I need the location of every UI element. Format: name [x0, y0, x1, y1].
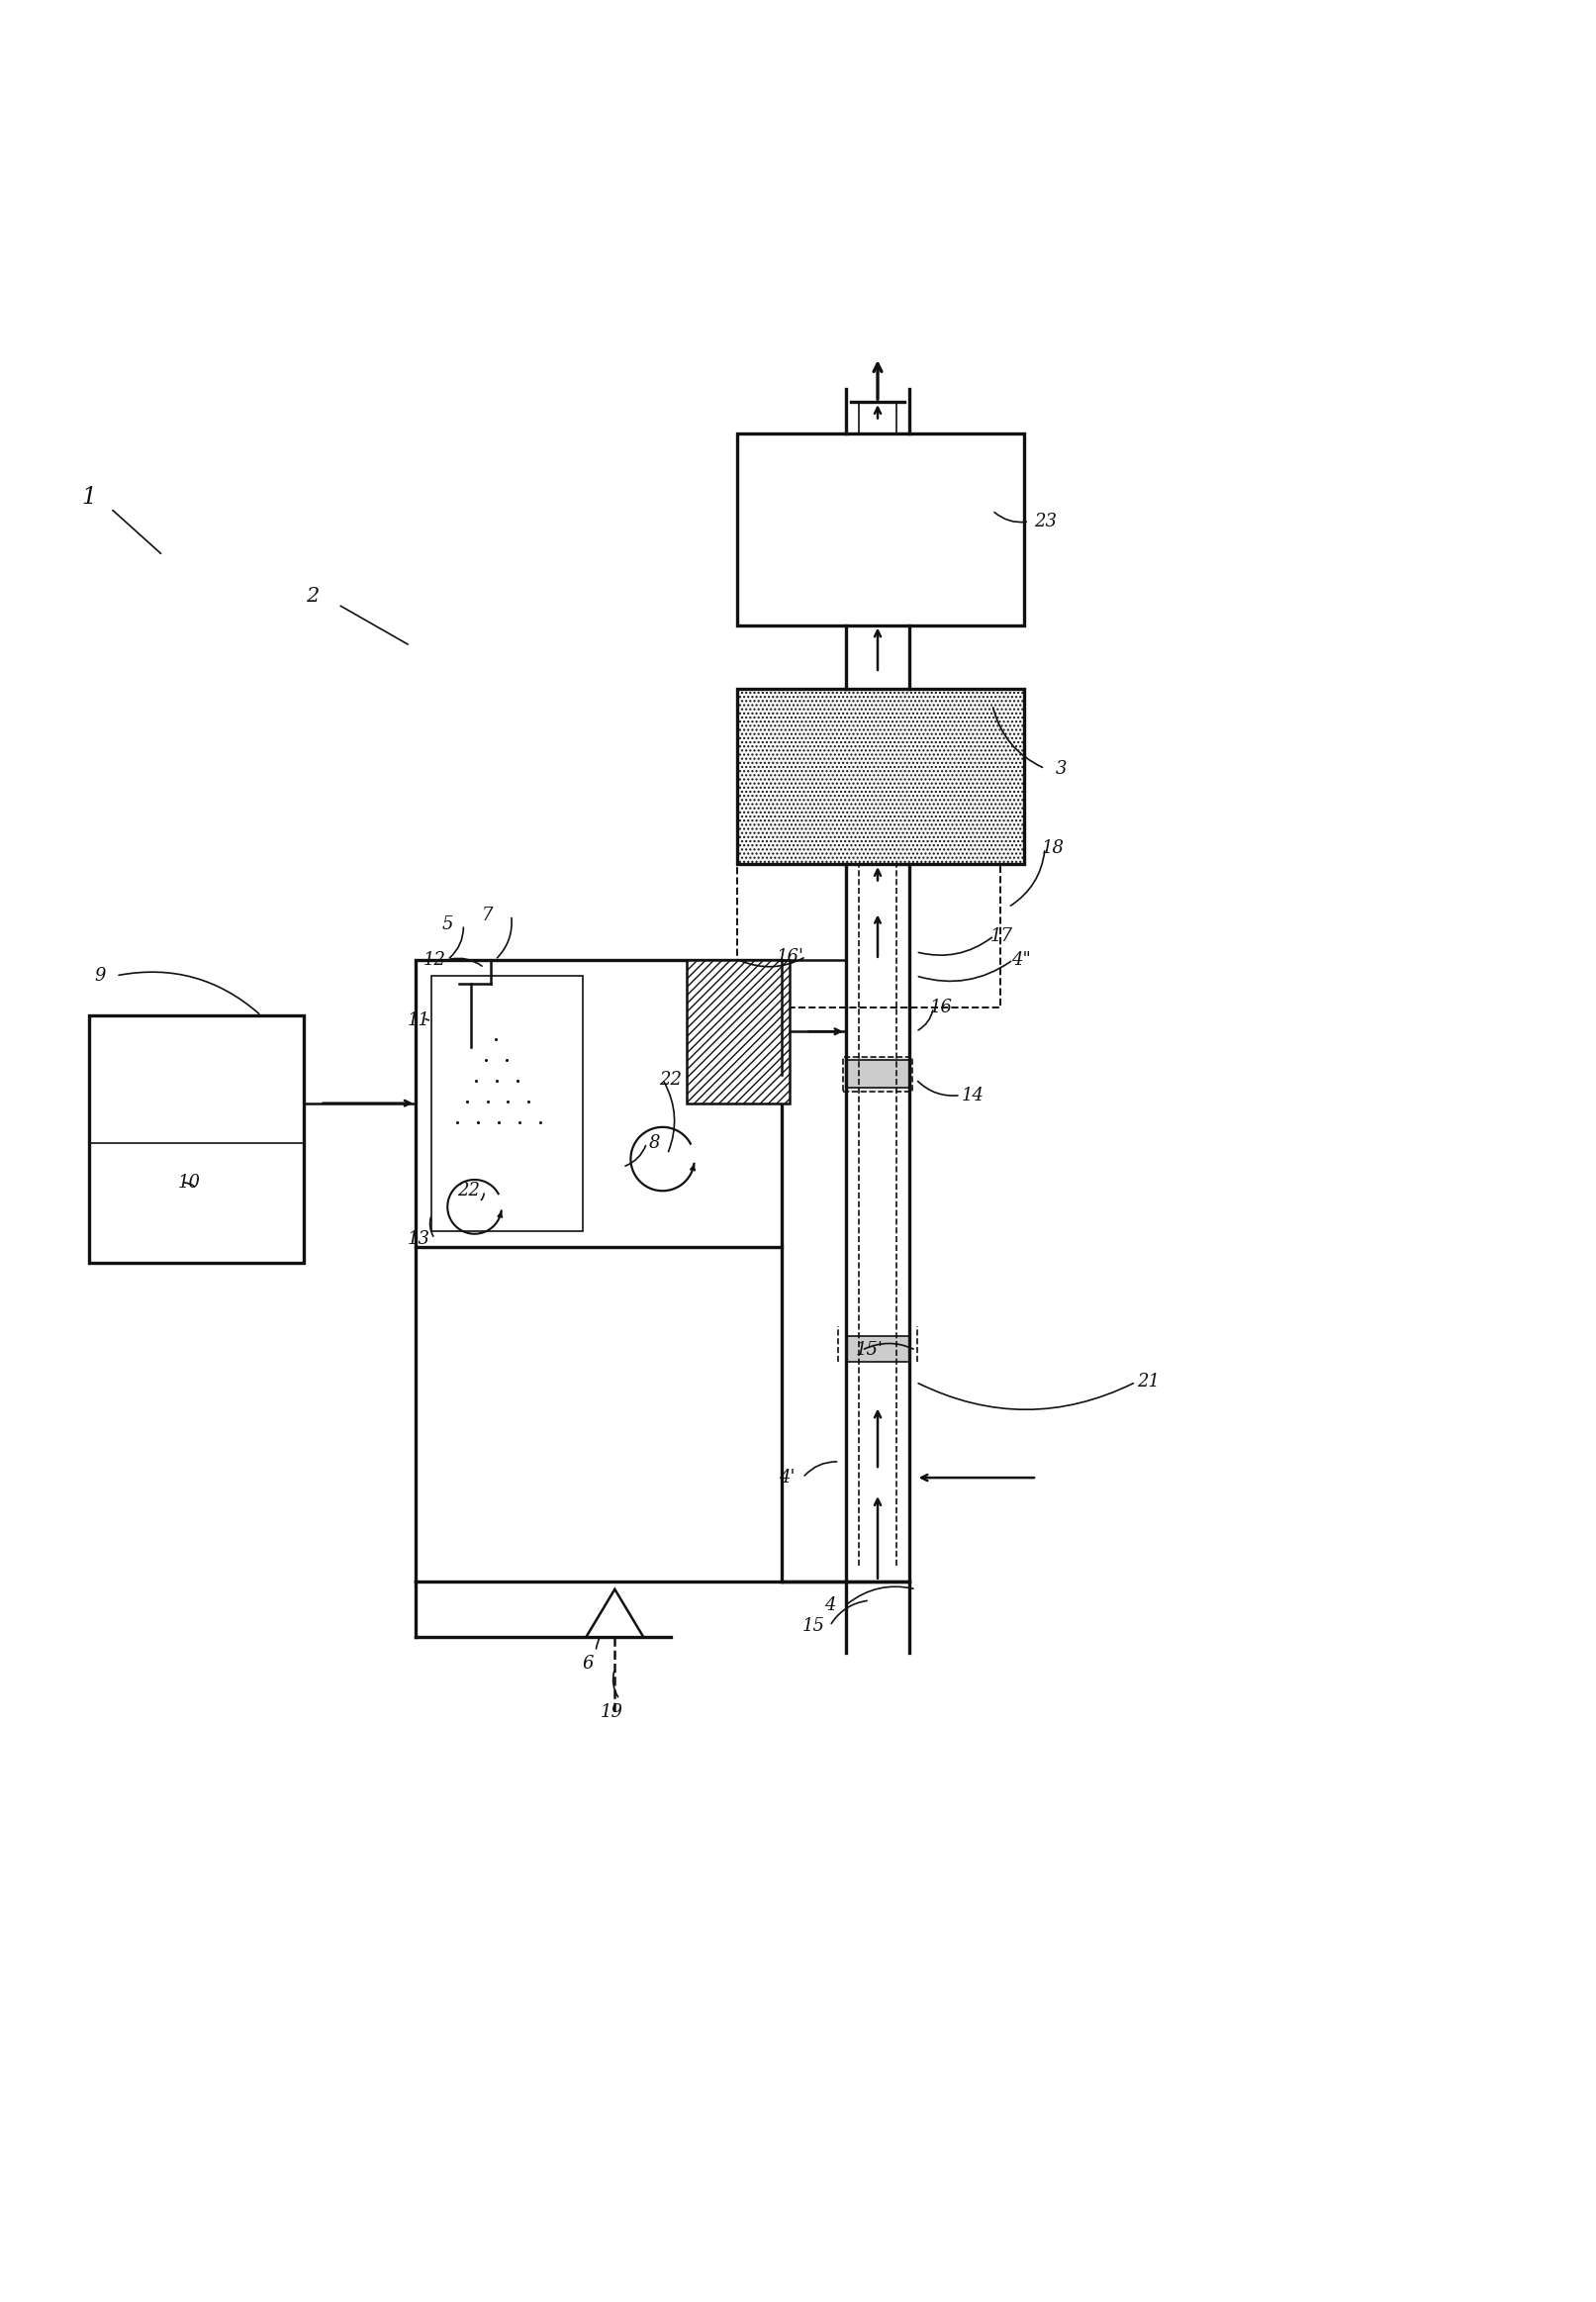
Text: 22: 22: [456, 1181, 479, 1199]
Text: 19: 19: [600, 1703, 622, 1722]
Text: 9: 9: [94, 967, 105, 985]
Text: 18: 18: [1042, 840, 1065, 856]
Bar: [846, 1335, 910, 1360]
Text: 16: 16: [930, 999, 953, 1017]
Bar: [843, 1057, 913, 1091]
Bar: [415, 960, 782, 1248]
Text: 4": 4": [1012, 951, 1031, 969]
Text: 10: 10: [179, 1174, 201, 1192]
Text: 17: 17: [991, 928, 1013, 944]
Text: 14: 14: [962, 1087, 985, 1105]
Text: 4': 4': [779, 1469, 795, 1487]
Bar: [737, 688, 1025, 863]
Text: 15': 15': [855, 1342, 884, 1358]
Text: 12: 12: [423, 951, 447, 969]
Text: 22: 22: [659, 1070, 681, 1089]
Text: 16': 16': [776, 948, 804, 965]
Text: 2: 2: [305, 587, 319, 605]
Text: 3: 3: [1055, 760, 1066, 778]
Text: 6: 6: [583, 1655, 594, 1674]
Bar: [89, 1015, 305, 1261]
Text: 11: 11: [407, 1011, 431, 1029]
Text: 1: 1: [81, 486, 96, 509]
Bar: [737, 433, 1025, 626]
Text: 4: 4: [824, 1595, 836, 1614]
Text: 8: 8: [650, 1135, 661, 1151]
Bar: [431, 976, 583, 1232]
Text: 21: 21: [1136, 1374, 1160, 1390]
Text: 15: 15: [803, 1616, 825, 1634]
Text: 23: 23: [1034, 513, 1057, 529]
Bar: [686, 960, 790, 1103]
Bar: [737, 863, 1001, 1008]
Text: 7: 7: [482, 907, 493, 923]
Text: 13: 13: [407, 1229, 431, 1248]
Text: 5: 5: [442, 916, 453, 935]
Bar: [846, 1061, 910, 1087]
Polygon shape: [586, 1588, 643, 1637]
